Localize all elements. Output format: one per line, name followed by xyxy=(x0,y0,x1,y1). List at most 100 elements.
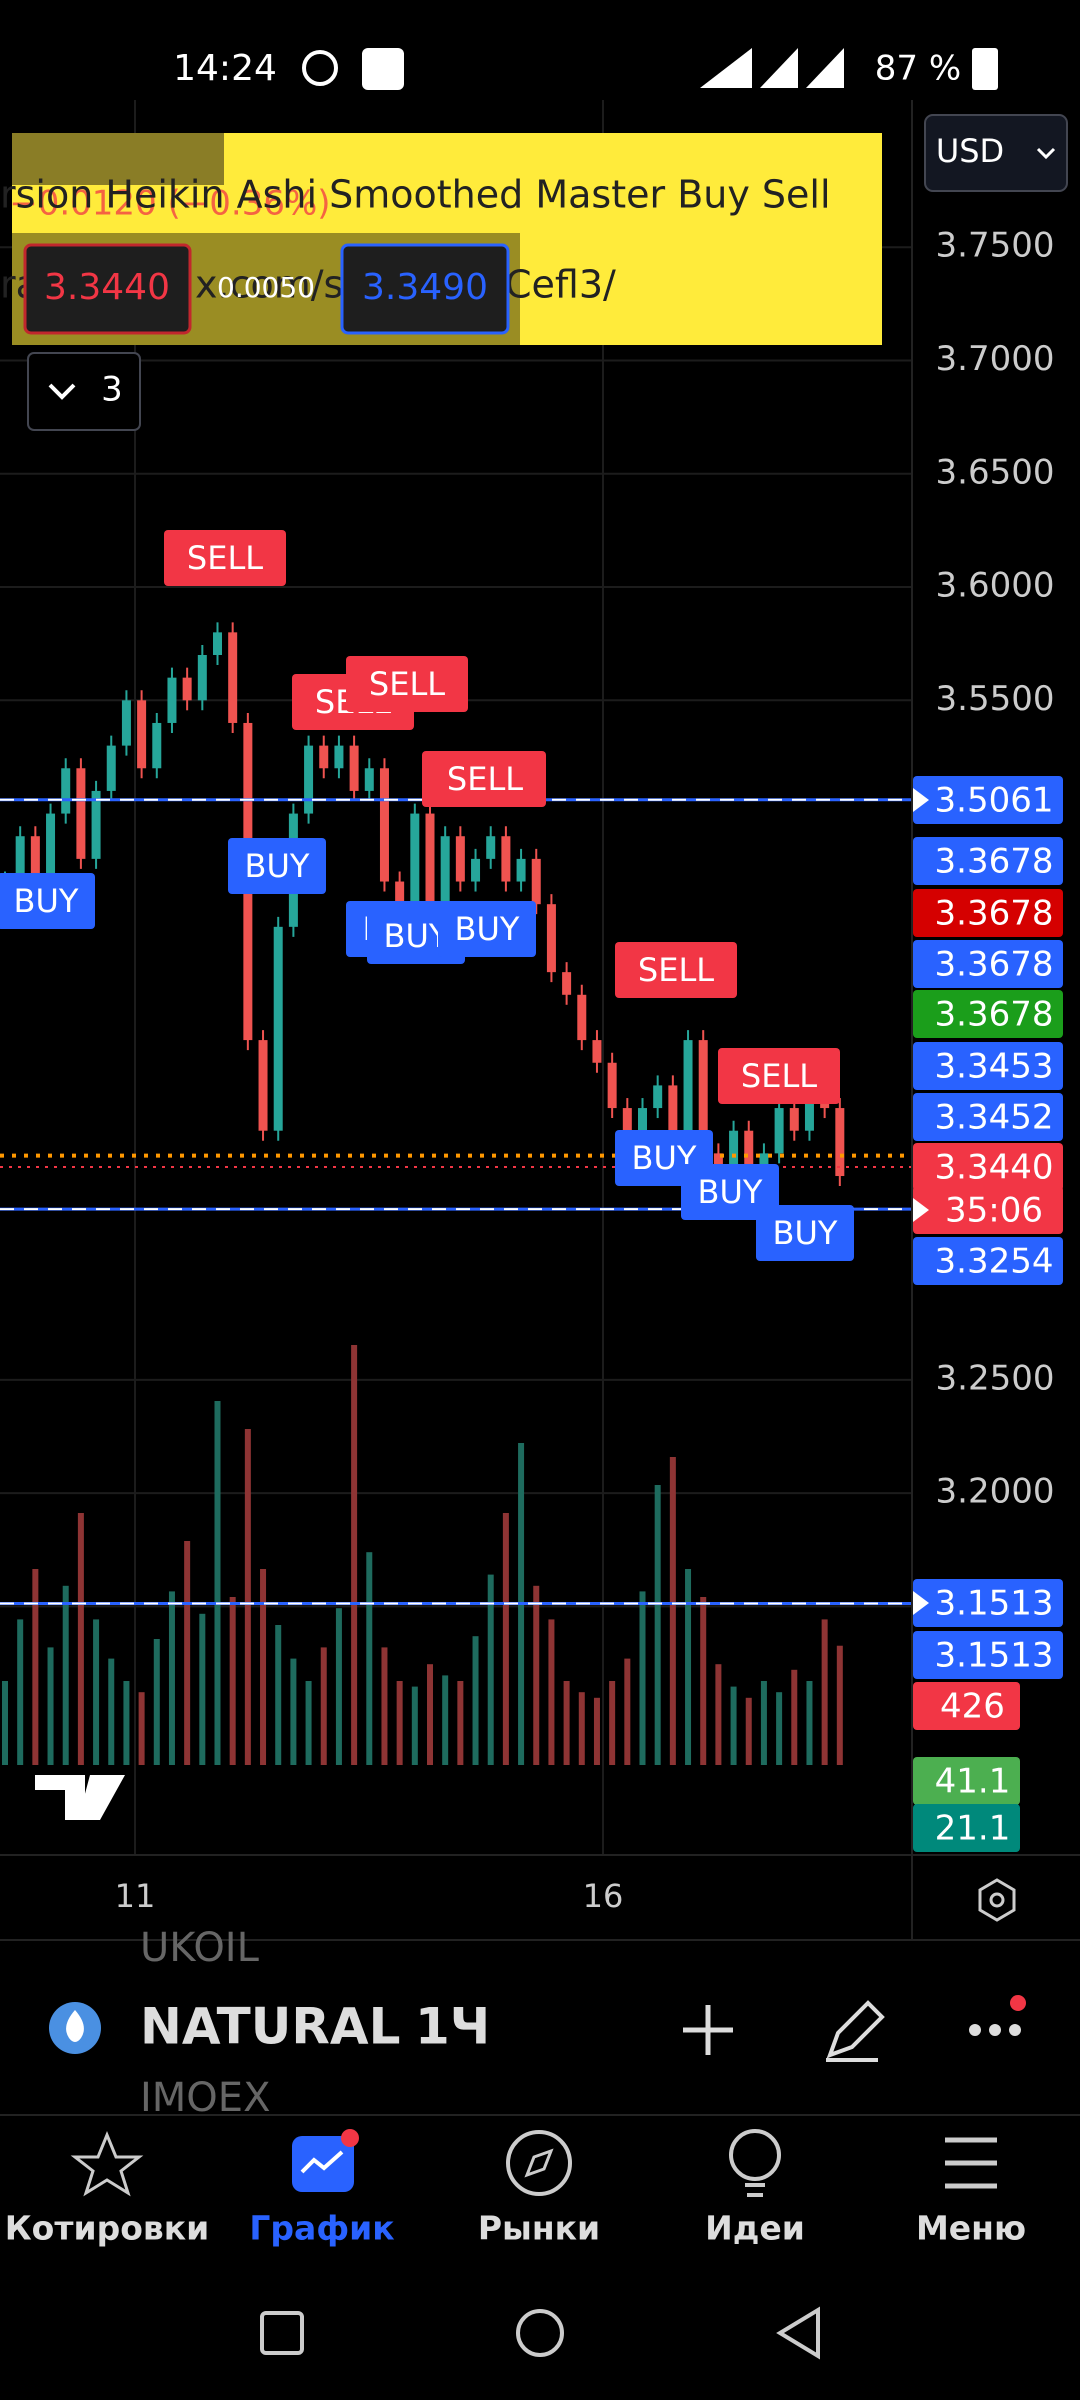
volume-bar xyxy=(138,1692,145,1765)
symbol-name[interactable]: NATURAL xyxy=(140,1998,400,2056)
candle xyxy=(774,1108,784,1154)
candle xyxy=(30,836,40,905)
add-icon[interactable] xyxy=(683,2005,733,2055)
volume-bar xyxy=(760,1681,767,1765)
candle xyxy=(46,813,56,905)
currency-button[interactable] xyxy=(924,114,1068,192)
more-icon xyxy=(989,2024,1001,2036)
signal-text: SELL xyxy=(638,951,714,989)
volume-bar xyxy=(2,1681,8,1765)
y-tick-label: 3.7500 xyxy=(936,226,1055,266)
ask-button[interactable] xyxy=(340,243,510,335)
indicator-url: x.com/sc xyxy=(195,263,364,307)
indicator-url: Cefl3/ xyxy=(505,263,616,307)
signal-text: SELL xyxy=(369,665,445,703)
candle xyxy=(607,1062,617,1109)
signal-text: BUY xyxy=(698,1173,763,1211)
volume-bar xyxy=(578,1692,585,1765)
volume-bar xyxy=(472,1636,479,1765)
volume-bar xyxy=(168,1591,175,1765)
volume-bar xyxy=(791,1669,798,1765)
indicator-title: rsion Heikin Ashi Smoothed Master Buy Se… xyxy=(0,173,831,217)
candle xyxy=(562,972,572,995)
price-badge xyxy=(913,1237,1063,1285)
candle xyxy=(425,813,435,905)
recents-button[interactable] xyxy=(260,2311,304,2355)
volume-bar xyxy=(214,1401,221,1765)
bid-button[interactable] xyxy=(23,243,192,335)
draw-icon[interactable] xyxy=(826,2000,885,2062)
volume-bar xyxy=(260,1569,267,1765)
collapse-button[interactable] xyxy=(27,352,141,431)
candle xyxy=(577,994,587,1041)
time-label: 16 xyxy=(583,1877,624,1915)
battery-text: 87 % xyxy=(875,49,961,89)
price-badge xyxy=(913,1143,1063,1191)
candle xyxy=(304,745,314,814)
symbol-next: IMOEX xyxy=(140,2075,270,2121)
nav-icon[interactable] xyxy=(729,2129,781,2181)
candle xyxy=(106,745,116,791)
volume-bar xyxy=(305,1681,312,1765)
badge-label: 3.3678 xyxy=(935,945,1054,985)
volume-bar xyxy=(62,1585,69,1765)
volume-bar xyxy=(776,1692,783,1765)
settings-icon[interactable] xyxy=(978,1878,1016,1922)
price-badge xyxy=(913,940,1063,988)
y-tick-label: 3.7000 xyxy=(936,339,1055,379)
candle xyxy=(152,722,162,769)
volume-bar xyxy=(366,1552,373,1765)
price-badge xyxy=(913,1631,1063,1679)
nav-label[interactable]: Рынки xyxy=(478,2209,600,2248)
nav-icon[interactable] xyxy=(70,2131,144,2197)
candle xyxy=(835,1108,845,1177)
more-icon[interactable] xyxy=(969,2024,981,2036)
candle xyxy=(379,768,389,882)
notification-dot xyxy=(341,2129,359,2147)
nav-icon-glyph xyxy=(524,2148,554,2178)
volume-bar xyxy=(108,1658,115,1765)
signal-text: BUY xyxy=(773,1214,838,1252)
y-tick-label: 3.6500 xyxy=(936,452,1055,492)
badge-label: 21.1 xyxy=(935,1809,1011,1849)
signal-text: SELL xyxy=(187,539,263,577)
candle xyxy=(789,1108,799,1131)
volume-bar xyxy=(593,1697,600,1765)
badge-arrow xyxy=(913,1591,929,1615)
volume-bar xyxy=(502,1513,509,1765)
nav-label[interactable]: Идеи xyxy=(705,2209,805,2248)
badge-arrow xyxy=(913,1198,929,1222)
candle xyxy=(455,836,465,882)
signal-label xyxy=(718,1048,840,1104)
candle xyxy=(744,1130,754,1177)
nav-icon[interactable] xyxy=(506,2130,572,2196)
interval[interactable]: 1Ч xyxy=(415,1998,490,2056)
badge-arrow xyxy=(913,788,929,812)
candle xyxy=(349,745,359,791)
price-badge xyxy=(913,990,1063,1038)
candle xyxy=(698,1040,708,1154)
volume-bar xyxy=(381,1647,388,1765)
nav-label[interactable]: Меню xyxy=(916,2209,1026,2248)
home-button[interactable] xyxy=(516,2309,564,2357)
symbol-prev: UKOIL xyxy=(140,1925,260,1971)
volume-bar xyxy=(715,1664,722,1765)
back-button[interactable] xyxy=(776,2306,820,2360)
nav-label[interactable]: График xyxy=(249,2209,394,2248)
volume-bar xyxy=(548,1619,555,1765)
volume-bar xyxy=(93,1619,100,1765)
signal-icon xyxy=(806,48,844,88)
nav-icon[interactable] xyxy=(945,2137,997,2189)
price-header: 3.3440 −0.0120 (−0.36%) xyxy=(0,184,331,224)
status-icon xyxy=(362,48,404,90)
candle xyxy=(167,677,177,723)
candle xyxy=(182,677,192,701)
badge-label: 426 xyxy=(940,1687,1005,1727)
nav-icon[interactable] xyxy=(292,2136,354,2192)
volume-bar xyxy=(745,1697,752,1765)
more-icon xyxy=(1009,2024,1021,2036)
nav-label[interactable]: Котировки xyxy=(5,2209,210,2248)
price-badge xyxy=(913,776,1063,824)
